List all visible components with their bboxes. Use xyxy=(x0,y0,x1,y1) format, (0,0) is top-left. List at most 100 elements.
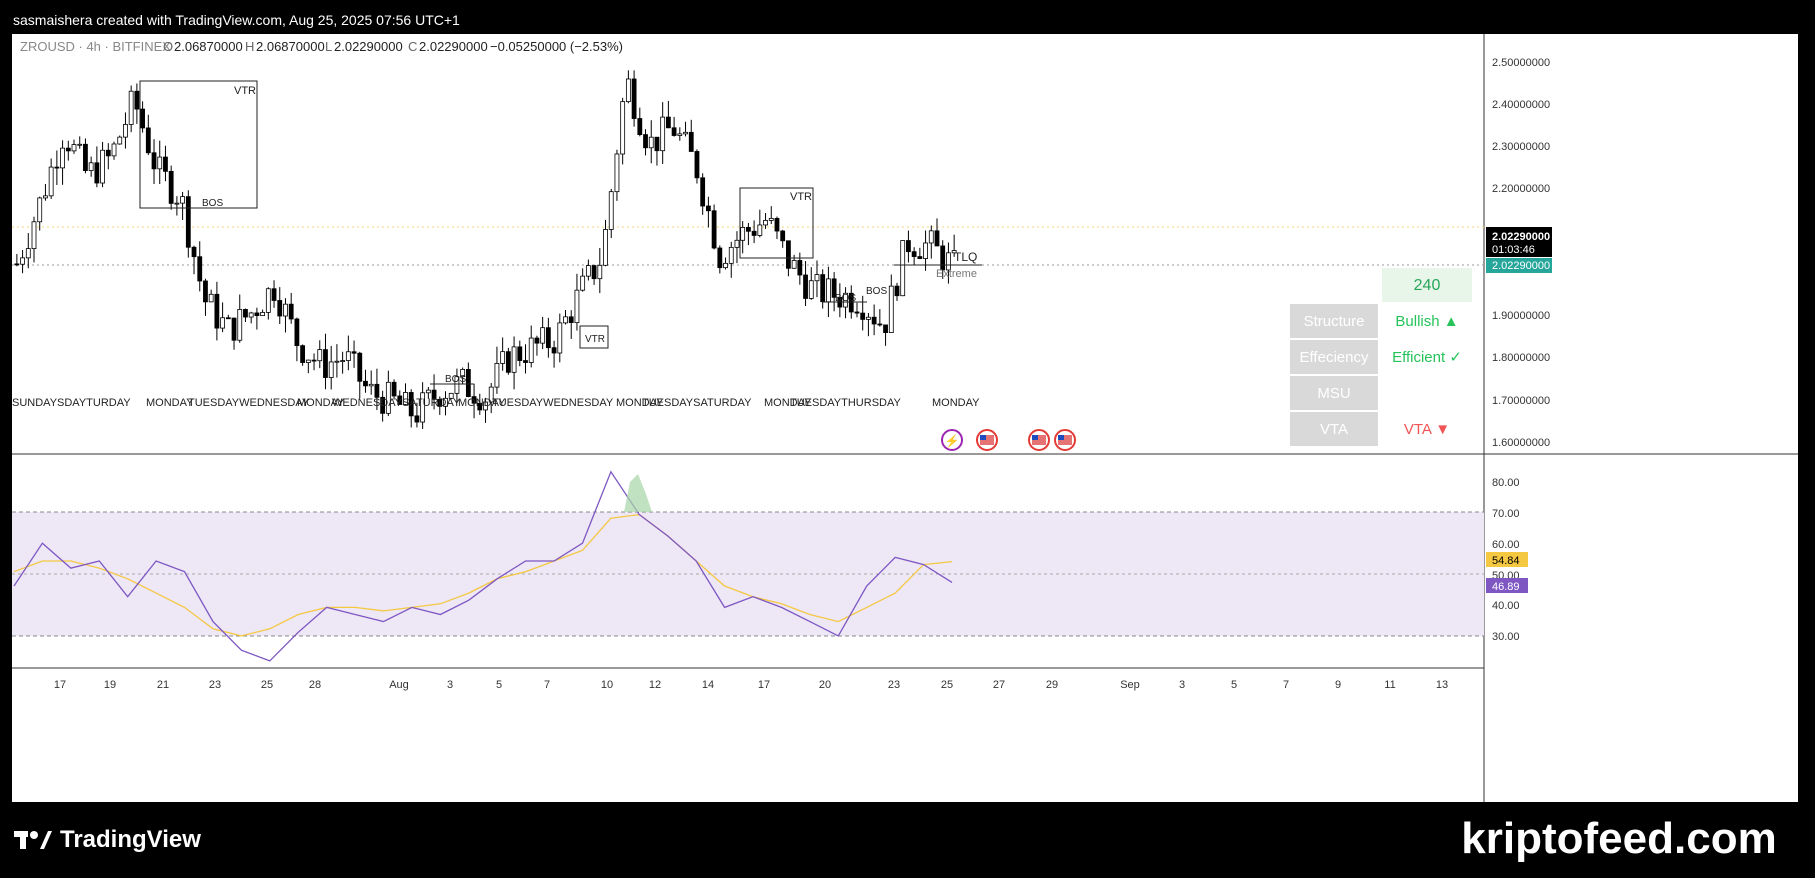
candle-body xyxy=(117,136,123,145)
us-flag-icon[interactable] xyxy=(1054,429,1076,451)
candle-body xyxy=(380,396,386,414)
structure-label: Structure xyxy=(1304,313,1365,330)
candle-body xyxy=(31,221,37,250)
efficiency-value-cell xyxy=(1382,340,1472,374)
candle-body xyxy=(385,381,391,414)
candle-body xyxy=(580,275,586,291)
vtr-label-1: VTR xyxy=(234,85,256,97)
candle-body xyxy=(671,127,677,136)
close-price-tag-value: 2.02290000 xyxy=(1492,260,1550,272)
price-axis-label: 2.30000000 xyxy=(1492,141,1550,153)
candle-body xyxy=(540,327,546,344)
open-value: 2.06870000 xyxy=(174,39,243,54)
time-axis-label: 14 xyxy=(702,679,714,691)
chart-frame[interactable]: ZROUSD · 4h · BITFINEX O 2.06870000 H 2.… xyxy=(12,34,1798,802)
chart-canvas[interactable]: ZROUSD · 4h · BITFINEX O 2.06870000 H 2.… xyxy=(12,34,1798,802)
candle-body xyxy=(660,116,666,152)
time-axis-label: 29 xyxy=(1046,679,1058,691)
close-label: C xyxy=(408,39,417,54)
candle-body xyxy=(43,195,48,199)
candle-body xyxy=(814,274,820,282)
day-label: MONDAY xyxy=(616,397,664,409)
time-axis-label: 13 xyxy=(1436,679,1448,691)
candle-body xyxy=(597,264,603,280)
candle-body xyxy=(625,78,631,103)
bos-label-2: BOS xyxy=(445,374,466,385)
symbol-label[interactable]: ZROUSD · 4h · BITFINEX xyxy=(20,39,171,54)
candle-body xyxy=(648,136,654,149)
candle-body xyxy=(620,101,626,155)
candle-body xyxy=(128,90,134,125)
vtr-box-3[interactable] xyxy=(579,325,609,349)
candle-body xyxy=(511,346,517,373)
candle-body xyxy=(643,134,648,149)
vtr-box-1[interactable] xyxy=(139,80,258,209)
candle-body xyxy=(917,256,923,259)
candle-body xyxy=(460,369,466,378)
high-value: 2.06870000 xyxy=(256,39,325,54)
candle-body xyxy=(774,218,780,232)
svg-text:⚡: ⚡ xyxy=(945,434,960,448)
candle-body xyxy=(420,392,426,423)
price-axis-label: 1.90000000 xyxy=(1492,310,1550,322)
candle-body xyxy=(591,265,597,280)
time-axis-label: 3 xyxy=(447,679,453,691)
candle-body xyxy=(614,153,620,193)
candle-body xyxy=(311,359,317,362)
candle-body xyxy=(317,349,323,362)
us-flag-icon[interactable] xyxy=(976,429,998,451)
candle-body xyxy=(94,162,100,184)
candle-body xyxy=(563,316,568,324)
candle-body xyxy=(791,260,797,269)
candle-body xyxy=(60,147,65,169)
candle-body xyxy=(180,196,185,204)
us-flag-icon[interactable] xyxy=(1028,429,1050,451)
day-label: MONDAY xyxy=(297,397,345,409)
candle-body xyxy=(65,147,71,152)
rsi-tag xyxy=(1486,578,1528,593)
vtr-box-2[interactable] xyxy=(739,187,814,259)
candle-body xyxy=(946,252,951,271)
candle-body xyxy=(105,149,111,157)
tlq-label: TLQ xyxy=(954,250,977,264)
candle-body xyxy=(557,322,563,354)
time-axis-label: 7 xyxy=(1283,679,1289,691)
price-pane[interactable] xyxy=(12,34,1472,454)
day-label: TUESDAYTHURSDAY xyxy=(790,397,901,409)
candle-body xyxy=(157,156,163,170)
kriptofeed-watermark: kriptofeed.com xyxy=(1430,808,1808,870)
tradingview-brand: TradingView xyxy=(60,826,201,853)
candle-body xyxy=(397,395,403,405)
candle-body xyxy=(300,345,306,363)
candle-body xyxy=(683,131,688,135)
rsi-ma-tag-value: 54.84 xyxy=(1492,555,1520,567)
candle-body xyxy=(723,262,728,269)
structure-value: Bullish ▲ xyxy=(1395,313,1458,330)
candle-body xyxy=(866,316,871,320)
price-axis-label: 2.20000000 xyxy=(1492,183,1550,195)
candle-body xyxy=(391,381,397,397)
tradingview-logo[interactable]: TradingView xyxy=(14,826,201,854)
candle-body xyxy=(780,230,786,242)
candle-body xyxy=(860,312,866,320)
vtr-label-3: VTR xyxy=(585,334,605,345)
time-axis-label: 7 xyxy=(544,679,550,691)
candle-body xyxy=(231,317,237,341)
candle-body xyxy=(911,251,917,257)
rsi-band xyxy=(12,512,1484,636)
price-axis-label: 1.70000000 xyxy=(1492,395,1550,407)
bos-label-1: BOS xyxy=(202,198,223,209)
candle-body xyxy=(465,369,471,398)
candle-body xyxy=(328,361,334,378)
vta-label-cell xyxy=(1290,412,1378,446)
rsi-overbought-fill xyxy=(624,474,652,512)
time-axis-label: Aug xyxy=(389,679,409,691)
candle-body xyxy=(88,162,94,171)
change-value: −0.05250000 (−2.53%) xyxy=(490,39,623,54)
candle-body xyxy=(48,166,54,197)
bos-label-4: BOS xyxy=(866,286,887,297)
candle-body xyxy=(471,396,477,404)
day-label: SUNDAYSDAYTURDAY xyxy=(12,397,131,409)
lightning-icon[interactable]: ⚡ xyxy=(941,429,963,451)
candle-body xyxy=(77,143,83,146)
